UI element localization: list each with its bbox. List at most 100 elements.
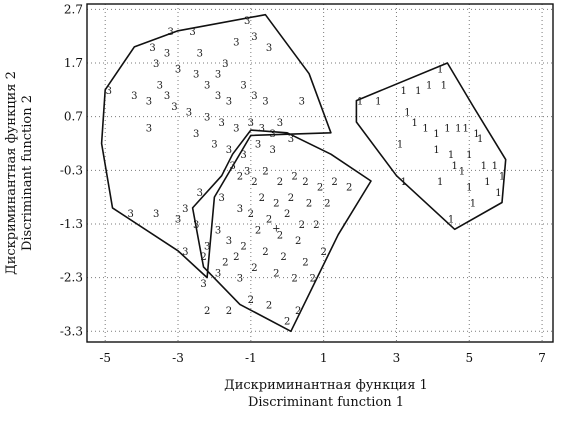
x-tick-label: -3 — [172, 351, 184, 365]
data-point-group-1: 1 — [401, 86, 407, 97]
data-point-group-3: 3 — [240, 150, 246, 161]
data-point-group-2: 2 — [295, 306, 301, 317]
data-point-group-3: 3 — [215, 70, 221, 81]
data-point-group-2: 2 — [251, 263, 257, 274]
data-point-group-3: 3 — [197, 188, 203, 199]
data-point-group-3: 3 — [226, 145, 232, 156]
data-point-group-2: 2 — [222, 258, 228, 269]
x-axis-title-en: Discriminant function 1 — [248, 395, 404, 410]
data-point-group-1: 1 — [462, 123, 468, 134]
data-point-group-1: 1 — [473, 129, 479, 140]
data-point-group-3: 3 — [131, 91, 137, 102]
data-point-group-2: 2 — [324, 199, 330, 210]
data-point-group-3: 3 — [244, 16, 250, 27]
y-axis-title-en: Discriminant function 2 — [20, 95, 35, 251]
data-point-group-2: 2 — [273, 268, 279, 279]
data-point-group-2: 2 — [233, 252, 239, 263]
data-point-group-1: 1 — [422, 123, 428, 134]
y-axis-title-ru: Дискриминантная функция 2 — [4, 71, 19, 275]
data-point-group-3: 3 — [262, 97, 268, 108]
data-point-group-2: 2 — [266, 300, 272, 311]
data-point-group-2: 2 — [320, 247, 326, 258]
data-point-group-1: 1 — [411, 118, 417, 129]
data-point-group-3: 3 — [237, 274, 243, 285]
data-point-group-2: 2 — [291, 172, 297, 183]
data-point-group-2: 2 — [346, 182, 352, 193]
data-point-group-2: 2 — [288, 193, 294, 204]
x-axis-title-ru: Дискриминантная функция 1 — [224, 378, 428, 393]
data-point-group-1: 1 — [448, 150, 454, 161]
data-point-group-1: 1 — [426, 80, 432, 91]
data-point-group-3: 3 — [197, 48, 203, 59]
y-tick-label: 1.7 — [64, 56, 83, 70]
data-point-group-3: 3 — [128, 209, 134, 220]
data-point-group-3: 3 — [240, 80, 246, 91]
data-point-group-1: 1 — [375, 97, 381, 108]
data-point-group-3: 3 — [182, 204, 188, 215]
data-point-group-3: 3 — [106, 86, 112, 97]
data-point-group-3: 3 — [204, 113, 210, 124]
data-point-group-2: 2 — [237, 172, 243, 183]
data-point-group-2: 2 — [277, 177, 283, 188]
y-tick-label: -2.3 — [60, 271, 83, 285]
data-point-group-3: 3 — [204, 241, 210, 252]
data-point-group-3: 3 — [226, 97, 232, 108]
data-point-group-3: 3 — [164, 91, 170, 102]
data-point-group-2: 2 — [262, 166, 268, 177]
x-tick-label: 1 — [320, 351, 328, 365]
data-point-group-2: 2 — [240, 241, 246, 252]
data-point-group-3: 3 — [193, 220, 199, 231]
data-point-group-2: 2 — [313, 220, 319, 231]
data-point-group-3: 3 — [153, 209, 159, 220]
data-point-group-3: 3 — [164, 48, 170, 59]
data-point-group-2: 2 — [310, 274, 316, 285]
plot-frame — [86, 3, 554, 343]
x-tick-label: -5 — [99, 351, 111, 365]
data-point-group-3: 3 — [215, 91, 221, 102]
data-point-group-3: 3 — [255, 139, 261, 150]
data-point-group-2: 2 — [255, 225, 261, 236]
data-point-group-3: 3 — [288, 134, 294, 145]
data-point-group-2: 2 — [306, 199, 312, 210]
data-point-group-3: 3 — [193, 70, 199, 81]
y-tick-label: -1.3 — [60, 217, 83, 231]
data-point-group-2: 2 — [317, 182, 323, 193]
data-point-group-3: 3 — [244, 166, 250, 177]
data-point-group-3: 3 — [204, 80, 210, 91]
data-point-group-3: 3 — [211, 139, 217, 150]
x-tick-label: 5 — [465, 351, 473, 365]
grid-lines — [87, 4, 553, 342]
data-point-group-3: 3 — [266, 43, 272, 54]
data-point-group-2: 2 — [295, 236, 301, 247]
data-point-group-2: 2 — [200, 252, 206, 263]
group-2-hull — [191, 129, 372, 333]
data-point-group-1: 1 — [492, 161, 498, 172]
data-point-group-2: 2 — [248, 209, 254, 220]
data-point-group-1: 1 — [481, 161, 487, 172]
data-point-group-1: 1 — [495, 188, 501, 199]
data-point-group-1: 1 — [466, 182, 472, 193]
data-point-group-1: 1 — [477, 134, 483, 145]
data-point-group-2: 2 — [280, 252, 286, 263]
group-3-hull — [100, 13, 332, 279]
data-point-group-3: 3 — [146, 97, 152, 108]
x-tick-label: 3 — [393, 351, 401, 365]
data-point-group-1: 1 — [433, 145, 439, 156]
data-point-group-3: 3 — [277, 118, 283, 129]
data-point-group-3: 3 — [269, 129, 275, 140]
data-point-group-3: 3 — [182, 247, 188, 258]
data-point-group-3: 3 — [269, 145, 275, 156]
centroid-marker: + — [272, 224, 280, 235]
x-tick-label: 7 — [538, 351, 546, 365]
data-point-group-2: 2 — [277, 231, 283, 242]
data-point-group-1: 1 — [437, 177, 443, 188]
data-point-group-3: 3 — [251, 32, 257, 43]
data-point-group-3: 3 — [149, 43, 155, 54]
data-point-group-1: 1 — [448, 215, 454, 226]
data-point-group-2: 2 — [331, 177, 337, 188]
data-point-group-1: 1 — [404, 107, 410, 118]
data-point-group-1: 1 — [499, 172, 505, 183]
data-point-group-3: 3 — [200, 279, 206, 290]
